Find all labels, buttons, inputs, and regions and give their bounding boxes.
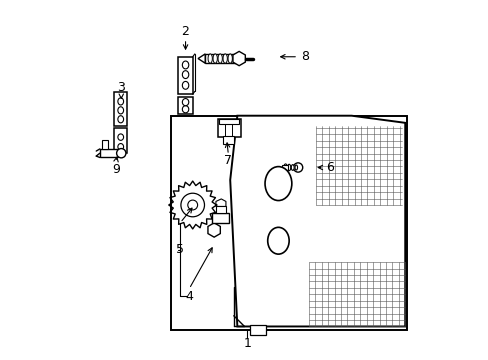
Ellipse shape <box>118 116 123 123</box>
Polygon shape <box>207 223 220 237</box>
Text: 9: 9 <box>112 163 120 176</box>
Ellipse shape <box>182 71 188 78</box>
Ellipse shape <box>182 106 188 113</box>
Bar <box>178 97 192 114</box>
Bar <box>249 325 265 336</box>
Circle shape <box>187 200 197 210</box>
Ellipse shape <box>223 54 227 63</box>
Ellipse shape <box>287 164 290 171</box>
Bar <box>100 149 118 157</box>
Bar <box>178 57 192 94</box>
Bar <box>205 54 235 63</box>
Ellipse shape <box>264 167 291 201</box>
Text: 4: 4 <box>185 289 193 303</box>
Ellipse shape <box>182 99 188 106</box>
Ellipse shape <box>118 98 123 105</box>
Text: 1: 1 <box>243 337 251 350</box>
Ellipse shape <box>213 54 217 63</box>
Bar <box>216 206 225 213</box>
Ellipse shape <box>283 164 287 171</box>
Circle shape <box>293 163 302 172</box>
Bar <box>171 116 406 330</box>
Ellipse shape <box>182 81 188 89</box>
Polygon shape <box>232 51 245 66</box>
Text: 7: 7 <box>224 154 232 167</box>
Text: 3: 3 <box>117 81 125 94</box>
Bar <box>223 136 233 144</box>
Ellipse shape <box>207 54 212 63</box>
Bar <box>282 165 288 170</box>
Ellipse shape <box>227 54 232 63</box>
Ellipse shape <box>182 61 188 69</box>
Bar <box>114 128 127 153</box>
Text: 5: 5 <box>176 243 184 256</box>
Ellipse shape <box>118 134 123 140</box>
Bar <box>217 119 241 137</box>
Ellipse shape <box>118 107 123 114</box>
Circle shape <box>181 193 204 217</box>
Circle shape <box>116 149 125 158</box>
Polygon shape <box>216 199 225 206</box>
Bar <box>102 140 107 149</box>
Polygon shape <box>198 54 205 63</box>
Ellipse shape <box>267 227 288 254</box>
Polygon shape <box>230 116 405 327</box>
Text: 8: 8 <box>301 50 308 63</box>
Text: 2: 2 <box>181 25 189 38</box>
Bar <box>212 213 229 223</box>
Bar <box>114 93 127 126</box>
Bar <box>219 118 239 123</box>
Ellipse shape <box>294 165 297 170</box>
Ellipse shape <box>118 144 123 150</box>
Text: 6: 6 <box>325 161 333 174</box>
Ellipse shape <box>291 165 294 170</box>
Ellipse shape <box>218 54 222 63</box>
